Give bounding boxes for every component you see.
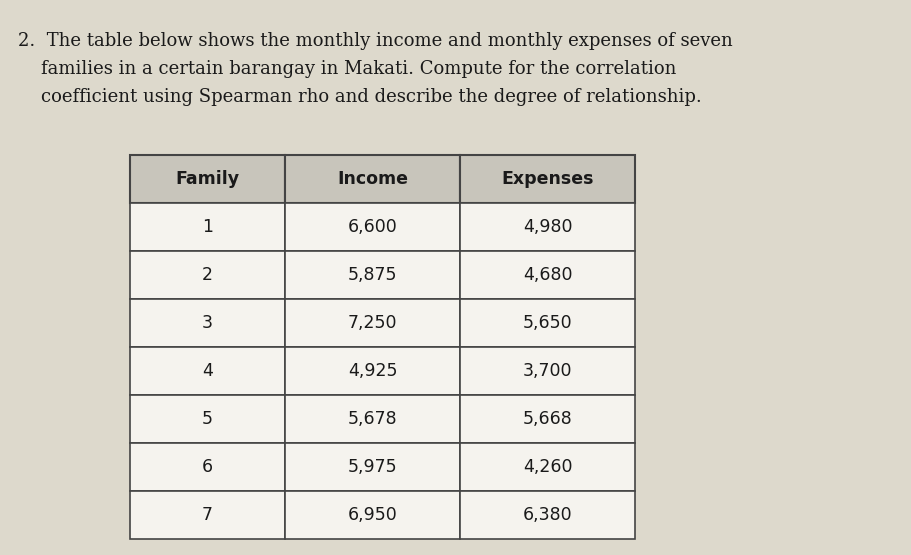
Text: 7: 7 bbox=[201, 506, 213, 524]
Text: 3,700: 3,700 bbox=[522, 362, 571, 380]
Text: 2.  The table below shows the monthly income and monthly expenses of seven: 2. The table below shows the monthly inc… bbox=[18, 32, 732, 50]
Text: Family: Family bbox=[175, 170, 240, 188]
Text: 4,680: 4,680 bbox=[522, 266, 571, 284]
Text: 3: 3 bbox=[201, 314, 213, 332]
Text: 4,925: 4,925 bbox=[347, 362, 397, 380]
Text: 6,600: 6,600 bbox=[347, 218, 397, 236]
Text: Expenses: Expenses bbox=[501, 170, 593, 188]
Text: 5,678: 5,678 bbox=[347, 410, 397, 428]
Text: 4,980: 4,980 bbox=[522, 218, 571, 236]
Text: 6: 6 bbox=[201, 458, 213, 476]
Text: 6,380: 6,380 bbox=[522, 506, 572, 524]
Text: 5,668: 5,668 bbox=[522, 410, 572, 428]
Text: Income: Income bbox=[337, 170, 407, 188]
Text: 6,950: 6,950 bbox=[347, 506, 397, 524]
Text: 7,250: 7,250 bbox=[347, 314, 397, 332]
Text: 5: 5 bbox=[201, 410, 213, 428]
Text: 5,650: 5,650 bbox=[522, 314, 572, 332]
Text: 4: 4 bbox=[202, 362, 212, 380]
Text: 5,975: 5,975 bbox=[347, 458, 397, 476]
Text: 1: 1 bbox=[201, 218, 213, 236]
Text: 2: 2 bbox=[201, 266, 213, 284]
Text: coefficient using Spearman rho and describe the degree of relationship.: coefficient using Spearman rho and descr… bbox=[18, 88, 701, 106]
Text: 4,260: 4,260 bbox=[522, 458, 571, 476]
Text: families in a certain barangay in Makati. Compute for the correlation: families in a certain barangay in Makati… bbox=[18, 60, 676, 78]
Text: 5,875: 5,875 bbox=[347, 266, 397, 284]
